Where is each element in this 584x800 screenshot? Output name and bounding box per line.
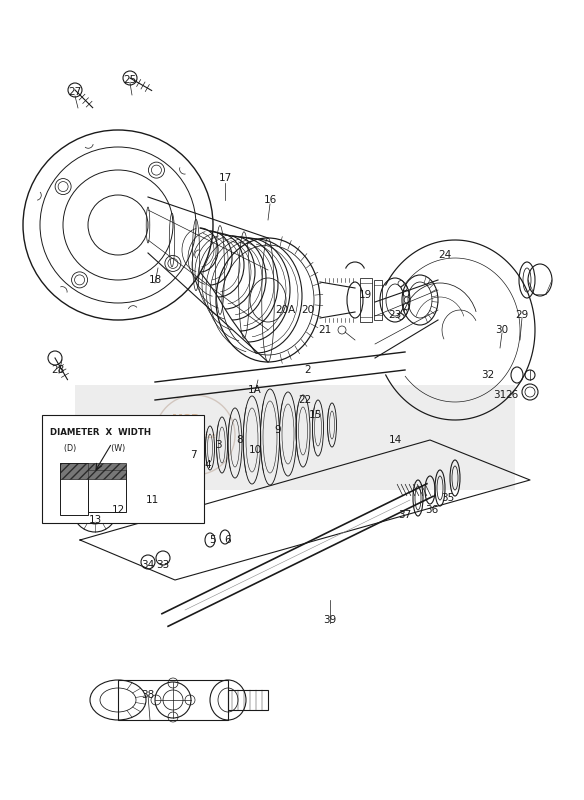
Text: 6: 6 [225,535,231,545]
Text: 13: 13 [88,515,102,525]
Text: 15: 15 [308,410,322,420]
Text: 27: 27 [68,87,82,97]
Text: 11: 11 [145,495,159,505]
Text: 5: 5 [210,535,216,545]
Text: (D)              (W): (D) (W) [64,444,125,453]
Bar [228,690,268,710]
Bar [172,422,187,458]
Bar [118,680,228,720]
Text: MSP: MSP [172,414,199,424]
Text: 25: 25 [123,75,137,85]
Text: 17: 17 [218,173,232,183]
Text: 32: 32 [481,370,495,380]
Text: 20: 20 [301,305,315,315]
Text: 18: 18 [148,275,162,285]
Text: 19: 19 [359,290,371,300]
Text: 38: 38 [141,690,155,700]
Text: 26: 26 [505,390,519,400]
Text: DIAMETER  X  WIDTH: DIAMETER X WIDTH [50,428,151,437]
Text: 34: 34 [141,560,155,570]
Text: 12: 12 [112,505,124,515]
Text: 3: 3 [215,440,221,450]
Text: 39: 39 [324,615,336,625]
Bar [42,415,204,523]
Text: 23: 23 [388,310,402,320]
Text: 33: 33 [157,560,169,570]
Bar [169,430,184,458]
Text: 1A: 1A [248,385,262,395]
Bar [374,280,382,320]
Text: 14: 14 [388,435,402,445]
Text: 22: 22 [298,395,312,405]
Text: 20A: 20A [275,305,295,315]
Text: 36: 36 [425,505,439,515]
Text: 4: 4 [204,460,211,470]
Bar [60,463,88,515]
Text: 7: 7 [190,450,196,460]
Text: 9: 9 [274,425,281,435]
Text: 29: 29 [515,310,529,320]
Text: 10: 10 [248,445,262,455]
Text: 21: 21 [318,325,332,335]
Text: MOTORCYCLE: MOTORCYCLE [173,434,217,439]
Text: 30: 30 [495,325,509,335]
Text: 31: 31 [493,390,507,400]
Bar [75,385,515,490]
Bar [166,438,181,460]
Text: 28: 28 [51,365,65,375]
Text: 8: 8 [237,435,244,445]
Bar [360,278,372,322]
Text: 16: 16 [263,195,277,205]
Bar [60,463,126,479]
Text: 37: 37 [398,510,412,520]
Text: 24: 24 [439,250,451,260]
Text: 35: 35 [442,493,454,503]
Text: SPARES: SPARES [183,448,207,453]
Bar [88,470,126,512]
Text: 2: 2 [305,365,311,375]
